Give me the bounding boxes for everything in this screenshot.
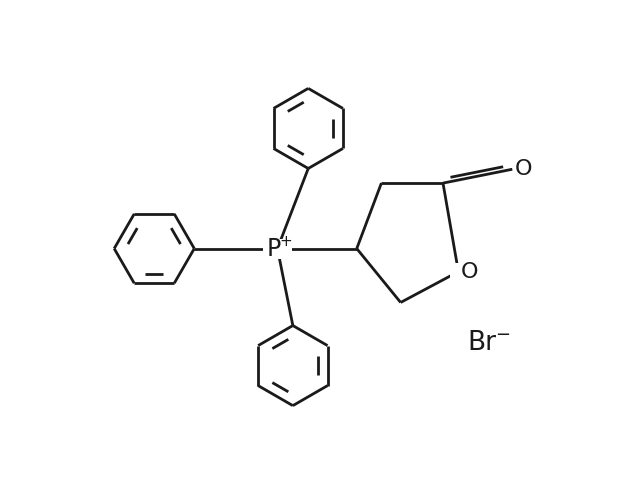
- Text: O: O: [515, 159, 532, 179]
- Text: −: −: [495, 326, 511, 344]
- Text: Br: Br: [467, 329, 496, 356]
- Text: +: +: [280, 234, 293, 249]
- Bar: [263, 239, 292, 259]
- Text: O: O: [460, 262, 478, 282]
- Bar: [514, 161, 532, 178]
- Text: P: P: [266, 237, 280, 261]
- Bar: [450, 263, 470, 280]
